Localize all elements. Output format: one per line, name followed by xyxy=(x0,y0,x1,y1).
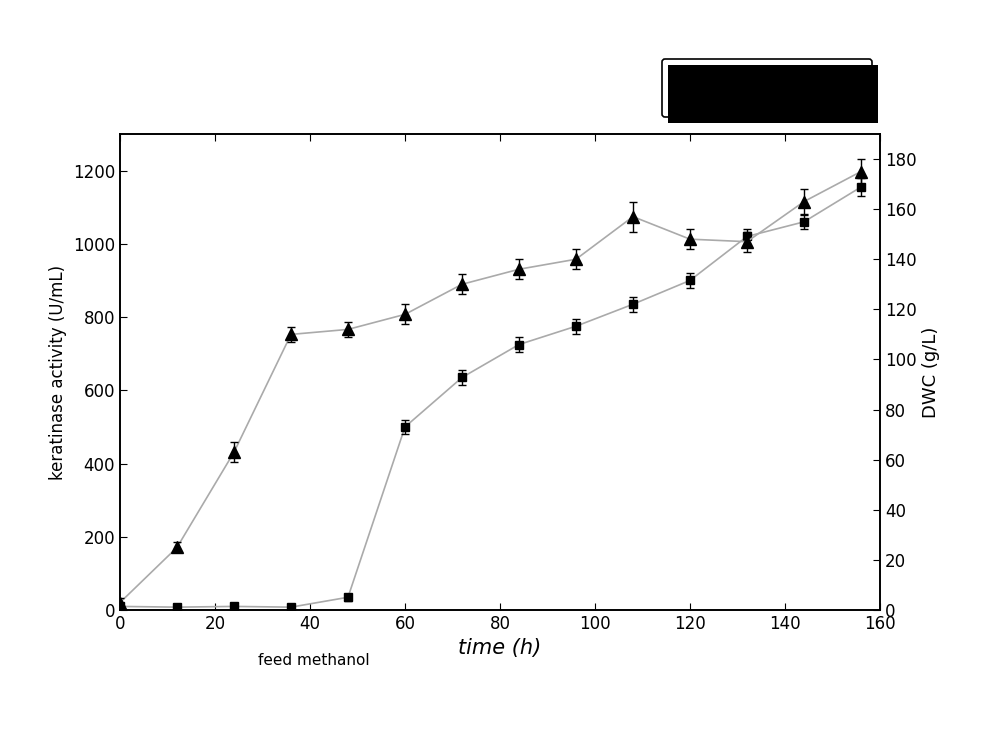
keratinase activity xyxy=(513,340,525,349)
keratinase activity xyxy=(684,276,696,285)
X-axis label: time (h): time (h) xyxy=(458,638,542,658)
Line: DWC: DWC xyxy=(114,165,867,609)
keratinase activity xyxy=(342,593,354,602)
DWC xyxy=(456,280,468,289)
keratinase activity xyxy=(114,602,126,611)
keratinase activity xyxy=(741,232,753,241)
keratinase activity xyxy=(570,321,582,330)
DWC xyxy=(798,197,810,206)
Text: feed methanol: feed methanol xyxy=(258,653,370,668)
keratinase activity xyxy=(456,373,468,382)
DWC xyxy=(570,254,582,263)
keratinase activity xyxy=(399,423,411,432)
DWC xyxy=(684,234,696,243)
DWC xyxy=(627,212,639,221)
keratinase activity xyxy=(627,300,639,309)
keratinase activity xyxy=(171,603,183,612)
DWC xyxy=(342,325,354,334)
DWC xyxy=(399,310,411,319)
keratinase activity xyxy=(798,217,810,226)
DWC xyxy=(855,167,867,176)
keratinase activity xyxy=(285,603,297,612)
keratinase activity xyxy=(228,602,240,611)
DWC xyxy=(513,265,525,274)
Line: keratinase activity: keratinase activity xyxy=(116,183,865,612)
keratinase activity xyxy=(855,182,867,191)
DWC xyxy=(228,448,240,457)
Y-axis label: DWC (g/L): DWC (g/L) xyxy=(922,327,940,417)
DWC xyxy=(741,237,753,246)
DWC xyxy=(285,330,297,339)
Y-axis label: keratinase activity (U/mL): keratinase activity (U/mL) xyxy=(49,264,67,480)
DWC xyxy=(171,543,183,552)
DWC xyxy=(114,598,126,607)
Legend: keratinase activity, DWC: keratinase activity, DWC xyxy=(662,59,872,117)
